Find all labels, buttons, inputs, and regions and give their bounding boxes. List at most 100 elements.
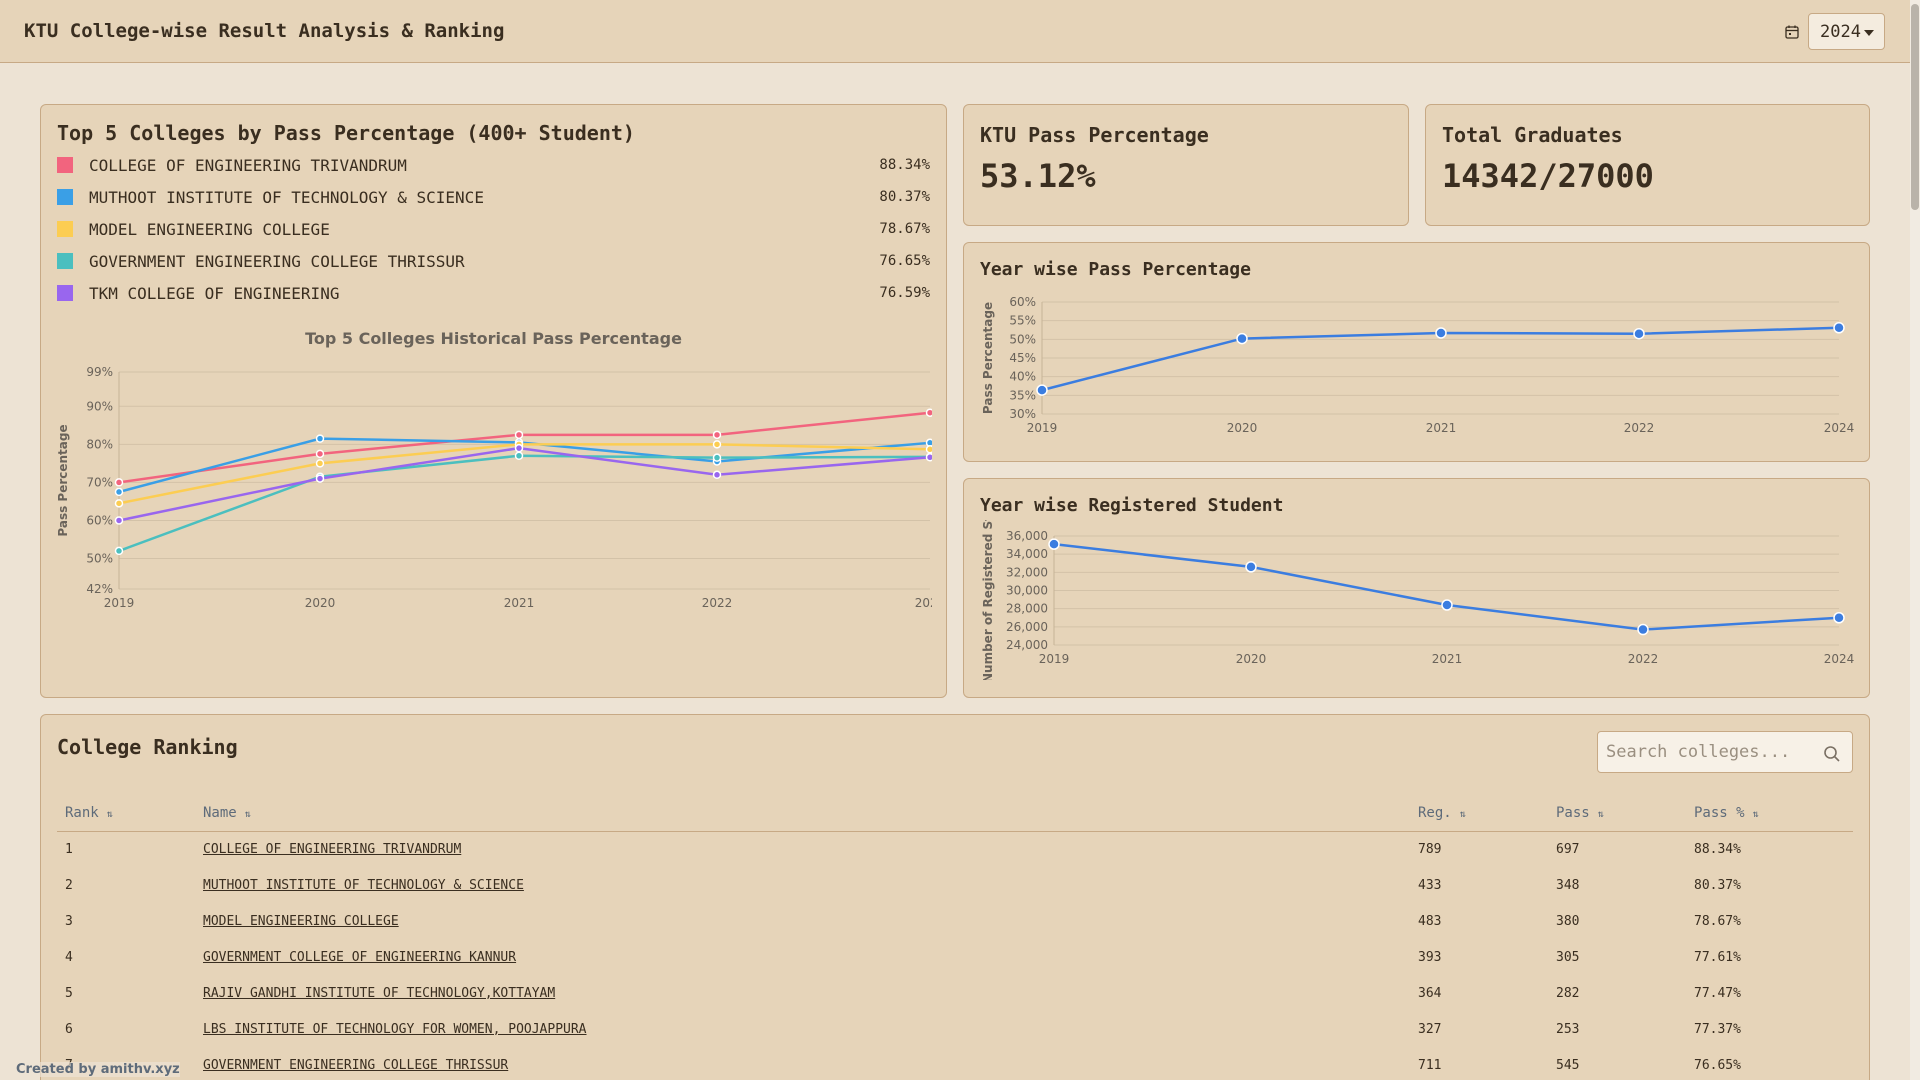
y-tick-label: 26,000 xyxy=(1006,620,1048,634)
year-select[interactable]: 2024 xyxy=(1808,13,1885,50)
y-tick-label: 50% xyxy=(1009,332,1036,346)
data-point[interactable] xyxy=(712,430,722,440)
table-row[interactable]: 3 MODEL ENGINEERING COLLEGE 483 380 78.67% xyxy=(57,903,1853,939)
data-point[interactable] xyxy=(1245,561,1257,573)
college-link[interactable]: GOVERNMENT ENGINEERING COLLEGE THRISSUR xyxy=(203,1057,509,1073)
data-point[interactable] xyxy=(1833,612,1845,624)
name-cell: GOVERNMENT COLLEGE OF ENGINEERING KANNUR xyxy=(195,939,1410,975)
data-point[interactable] xyxy=(315,434,325,443)
legend-college-name: MODEL ENGINEERING COLLEGE xyxy=(89,219,330,239)
college-link[interactable]: LBS INSTITUTE OF TECHNOLOGY FOR WOMEN, P… xyxy=(203,1021,587,1037)
y-tick-label: 80% xyxy=(86,437,113,451)
legend-item[interactable]: MUTHOOT INSTITUTE OF TECHNOLOGY & SCIENC… xyxy=(57,181,930,213)
sort-icon: ⇅ xyxy=(244,808,251,820)
data-point[interactable] xyxy=(925,453,933,462)
total-graduates-label: Total Graduates xyxy=(1442,123,1623,147)
data-point[interactable] xyxy=(1236,332,1248,345)
data-point[interactable] xyxy=(114,499,124,508)
column-header-label: Pass xyxy=(1556,804,1590,821)
table-row[interactable]: 1 COLLEGE OF ENGINEERING TRIVANDRUM 789 697… xyxy=(57,831,1853,867)
data-point[interactable] xyxy=(315,474,325,483)
data-point[interactable] xyxy=(1036,384,1048,396)
data-point[interactable] xyxy=(1435,327,1447,339)
table-header-row: Rank ⇅ Name ⇅ Reg. ⇅ Pass ⇅ Pass % ⇅ xyxy=(57,795,1853,832)
data-point[interactable] xyxy=(1833,322,1845,334)
college-link[interactable]: RAJIV GANDHI INSTITUTE OF TECHNOLOGY,KOT… xyxy=(203,985,556,1001)
data-point[interactable] xyxy=(514,430,524,440)
data-point[interactable] xyxy=(114,478,124,487)
table-row[interactable]: 5 RAJIV GANDHI INSTITUTE OF TECHNOLOGY,KO… xyxy=(57,975,1853,1011)
year-reg-title: Year wise Registered Student xyxy=(980,495,1284,516)
column-header[interactable]: Pass % ⇅ xyxy=(1686,795,1853,832)
legend-item[interactable]: MODEL ENGINEERING COLLEGE 78.67% xyxy=(57,213,930,245)
total-graduates-card: Total Graduates 14342/27000 xyxy=(1425,104,1870,226)
data-point[interactable] xyxy=(514,451,524,461)
legend-item[interactable]: TKM COLLEGE OF ENGINEERING 76.59% xyxy=(57,277,930,309)
pass-cell: 253 xyxy=(1556,1021,1580,1037)
college-link[interactable]: GOVERNMENT COLLEGE OF ENGINEERING KANNUR xyxy=(203,949,517,965)
data-point[interactable] xyxy=(1048,538,1060,550)
pass-percentage-label: KTU Pass Percentage xyxy=(980,123,1209,147)
y-tick-label: 36,000 xyxy=(1006,529,1048,543)
legend-item[interactable]: COLLEGE OF ENGINEERING TRIVANDRUM 88.34% xyxy=(57,149,930,181)
legend-swatch xyxy=(57,189,73,205)
reg-cell: 327 xyxy=(1418,1021,1442,1037)
y-tick-label: 24,000 xyxy=(1006,638,1048,652)
table-row[interactable]: 6 LBS INSTITUTE OF TECHNOLOGY FOR WOMEN, … xyxy=(57,1011,1853,1047)
data-point[interactable] xyxy=(514,443,524,453)
data-point[interactable] xyxy=(315,459,325,468)
legend-college-pct: 78.67% xyxy=(879,221,930,237)
legend-college-name: MUTHOOT INSTITUTE OF TECHNOLOGY & SCIENC… xyxy=(89,187,484,207)
ranking-table: Rank ⇅ Name ⇅ Reg. ⇅ Pass ⇅ Pass % ⇅ 1 COLLEGE OF … xyxy=(57,795,1853,1080)
pass-pct-cell: 77.61% xyxy=(1694,949,1741,965)
column-header[interactable]: Reg. ⇅ xyxy=(1410,795,1548,832)
data-point[interactable] xyxy=(925,445,933,454)
x-tick-label: 2022 xyxy=(1628,652,1659,666)
data-point[interactable] xyxy=(114,546,124,556)
column-header-label: Reg. xyxy=(1418,804,1452,821)
page-title: KTU College-wise Result Analysis & Ranki… xyxy=(24,20,505,42)
data-point[interactable] xyxy=(315,449,325,459)
rank-cell: 5 xyxy=(65,985,73,1001)
legend-swatch xyxy=(57,221,73,237)
y-tick-label: 99% xyxy=(86,365,113,379)
y-tick-label: 35% xyxy=(1009,388,1036,402)
year-reg-card: Year wise Registered Student Number of R… xyxy=(963,478,1870,698)
pass-percentage-card: KTU Pass Percentage 53.12% xyxy=(963,104,1409,226)
chart-title: Top 5 Colleges Historical Pass Percentag… xyxy=(305,329,682,348)
table-row[interactable]: 2 MUTHOOT INSTITUTE OF TECHNOLOGY & SCIEN… xyxy=(57,867,1853,903)
data-point[interactable] xyxy=(1441,599,1453,611)
data-point[interactable] xyxy=(114,516,124,525)
data-point[interactable] xyxy=(1637,623,1649,636)
pass-pct-cell: 78.67% xyxy=(1694,913,1741,929)
reg-cell: 789 xyxy=(1418,841,1442,857)
legend-swatch xyxy=(57,157,73,173)
y-tick-label: 42% xyxy=(86,582,113,596)
data-point[interactable] xyxy=(114,487,124,497)
series-line xyxy=(118,454,931,553)
table-row[interactable]: 4 GOVERNMENT COLLEGE OF ENGINEERING KANNU… xyxy=(57,939,1853,975)
page-scrollbar[interactable] xyxy=(1910,0,1920,1080)
column-header[interactable]: Name ⇅ xyxy=(195,795,1410,832)
column-header-label: Rank xyxy=(65,804,99,821)
column-header[interactable]: Pass ⇅ xyxy=(1548,795,1686,832)
data-point[interactable] xyxy=(712,453,722,462)
x-tick-label: 2024 xyxy=(915,596,932,610)
legend-item[interactable]: GOVERNMENT ENGINEERING COLLEGE THRISSUR 7… xyxy=(57,245,930,277)
college-link[interactable]: MUTHOOT INSTITUTE OF TECHNOLOGY & SCIENC… xyxy=(203,877,524,893)
scrollbar-thumb[interactable] xyxy=(1911,4,1919,210)
table-row[interactable]: 7GOVERNMENT ENGINEERING COLLEGE THRISSUR… xyxy=(57,1047,1853,1080)
y-tick-label: 70% xyxy=(86,475,113,489)
data-point[interactable] xyxy=(925,408,933,417)
top5-card: Top 5 Colleges by Pass Percentage (400+ … xyxy=(40,104,947,698)
data-point[interactable] xyxy=(1633,327,1645,340)
data-point[interactable] xyxy=(712,440,722,449)
search-input[interactable] xyxy=(1597,731,1853,773)
data-point[interactable] xyxy=(712,470,722,480)
college-link[interactable]: COLLEGE OF ENGINEERING TRIVANDRUM xyxy=(203,841,462,857)
year-pass-card: Year wise Pass Percentage Pass Percentag… xyxy=(963,242,1870,462)
x-tick-label: 2024 xyxy=(1824,652,1855,666)
x-tick-label: 2020 xyxy=(305,596,336,610)
column-header[interactable]: Rank ⇅ xyxy=(57,795,195,832)
college-link[interactable]: MODEL ENGINEERING COLLEGE xyxy=(203,913,399,929)
